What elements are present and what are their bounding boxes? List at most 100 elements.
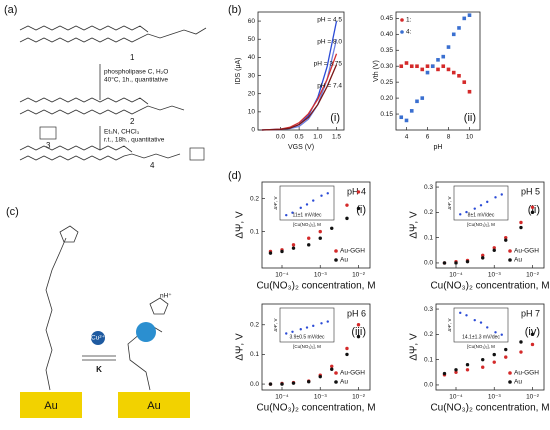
panel-label: (b) [228,4,241,16]
panel-label: (iv) [525,326,540,338]
inset-x-label: [Cu(NO₃)₂], M [467,222,495,227]
inset-annotation: 14.1±1.3 mV/dec [462,334,500,340]
ion-label: Cu²⁺ [91,335,105,342]
legend-label: Au [514,379,522,386]
point [415,64,419,69]
point [492,360,496,364]
lipid-chain [19,153,181,161]
panel-label: (ii) [528,204,540,216]
point [504,347,508,352]
inset-point [299,328,302,331]
panel-label: (c) [6,206,19,218]
legend-swatch [508,249,512,253]
inset-point [312,324,315,328]
x-axis-label: pH [434,144,443,151]
point [415,99,419,104]
point [356,334,361,339]
compound-number: 3 [46,141,51,150]
y-axis-label: IDS (μA) [235,58,242,85]
x-tick-label: 10⁻³ [488,394,502,401]
reagent: Et₃N, CHCl₃ [104,129,140,136]
point [404,61,409,65]
y-axis-label: ΔΨ, V [409,333,420,361]
inset-x-label: [Cu(NO₃)₂], M [293,344,321,349]
x-tick-label: 8 [447,134,451,141]
point [420,96,425,100]
legend-label: Au-GGH [514,248,539,255]
point [268,251,273,255]
x-axis-label: Cu(NO₃)₂ concentration, M [430,281,549,292]
y-tick-label: 0.1 [424,356,433,363]
x-tick-label: 10⁻³ [314,272,328,279]
point [454,370,458,374]
y-tick-label: 50 [248,36,256,43]
plot-frame [395,11,481,131]
point [307,379,311,384]
y-tick-label: 0.2 [424,209,433,216]
point [462,80,467,84]
series-label: pH = 3.75 [314,61,343,68]
lipid-chain [19,97,149,105]
point [345,346,349,351]
annotation: pH 4 [347,186,366,196]
inset-annotation: 11±1 mV/dec [292,212,322,218]
y-tick-label: 0.3 [424,306,433,313]
point [291,381,296,385]
x-tick-label: 10⁻⁴ [449,394,463,401]
inset-point [473,207,476,210]
panel-label: (ii) [464,112,476,124]
point [442,261,447,265]
inset-annotation: 3.9±0.5 mV/dec [290,334,325,340]
point [425,64,430,69]
reagent: 40°C, 1h., quantitative [104,76,168,84]
series-label: pH = 4.5 [317,17,342,24]
y-tick-label: 40 [248,54,256,61]
inset-point [291,211,294,214]
y-axis-label: ΔΨ, V [235,333,246,361]
y-tick-label: 30 [248,72,256,79]
inset-frame [279,185,335,221]
inset-point [479,321,483,324]
panel-label: (iii) [351,326,366,338]
point [356,190,361,194]
point [519,350,523,354]
inset-point [465,210,468,214]
point [451,70,456,75]
point [530,210,535,215]
inset-point [465,314,468,317]
x-tick-label: 0.5 [295,134,304,141]
benzyl-ring [39,126,57,140]
point [442,371,447,376]
point [436,67,440,72]
x-tick-label: 1.0 [313,134,322,141]
plot-frame [261,181,371,269]
benzyl-ring [189,147,205,161]
inset-y-label: ΔΨ', V [273,318,278,331]
legend-label: Au-GGH [340,248,365,255]
compound-number: 1 [130,53,135,62]
point [318,229,322,234]
point [492,246,496,250]
point [446,67,451,72]
x-axis-label: Cu(NO₃)₂ concentration, M [430,403,549,414]
inset-x-label: [Cu(NO₃)₂], M [293,222,321,227]
point [420,67,425,72]
series-label: pH = 7.4 [317,83,342,90]
x-tick-label: 10⁻² [352,394,366,401]
annotation: pH 7 [521,308,540,318]
inset-y-label: ΔΨ', V [447,318,452,331]
point [345,352,349,357]
point [291,246,296,250]
y-tick-label: 0.1 [250,351,259,358]
x-tick-label: 10 [466,134,474,141]
inset-point [500,193,503,196]
inset-point [459,213,462,216]
point [457,73,461,78]
inset-point [285,332,288,335]
point [530,205,535,209]
inset-point [285,213,288,217]
x-tick-label: 10⁻⁴ [275,394,289,401]
point [409,64,414,69]
legend-swatch [334,258,338,262]
y-tick-label: 0.0 [424,382,433,389]
